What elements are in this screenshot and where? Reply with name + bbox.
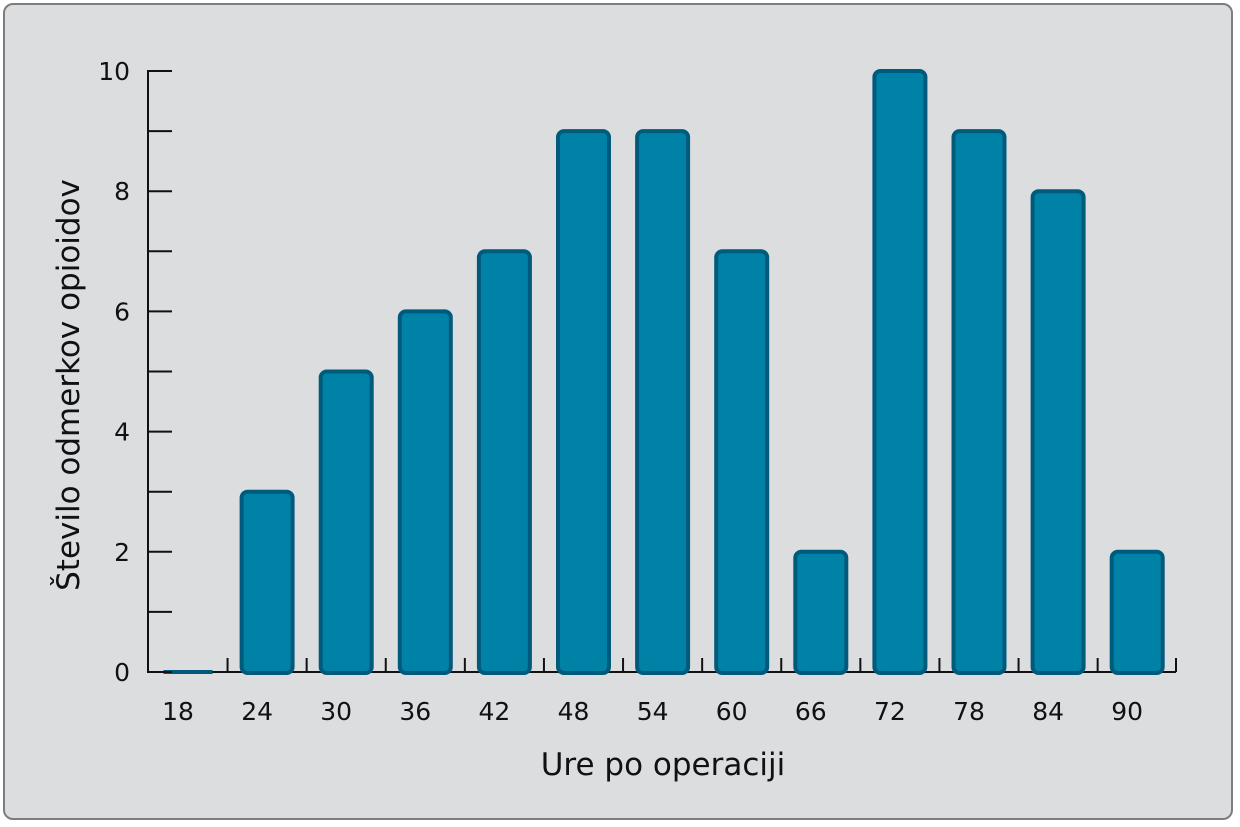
x-tick-label: 48 <box>558 697 590 726</box>
bar-90 <box>1109 549 1165 675</box>
x-axis-title: Ure po operaciji <box>541 747 786 783</box>
bar-66 <box>793 549 849 675</box>
y-tick-label: 6 <box>114 297 130 326</box>
y-tick-label: 8 <box>114 177 130 206</box>
x-tick-label: 54 <box>637 697 669 726</box>
x-tick-label: 42 <box>478 697 510 726</box>
bar-60 <box>714 249 770 676</box>
bars <box>163 69 1165 676</box>
x-ticks: 18 24 30 36 42 48 54 60 66 72 78 84 90 <box>162 658 1177 726</box>
y-axis-title: Število odmerkov opioidov <box>50 179 87 591</box>
bar-48 <box>556 129 611 676</box>
y-tick-label: 2 <box>114 538 130 567</box>
bar-54 <box>635 129 691 676</box>
x-tick-label: 84 <box>1032 697 1064 726</box>
y-tick-label: 10 <box>98 57 130 86</box>
x-tick-label: 24 <box>241 697 273 726</box>
x-tick-label: 60 <box>716 697 748 726</box>
bar-30 <box>318 369 374 675</box>
bar-84 <box>1030 189 1086 675</box>
y-tick-label: 0 <box>114 658 130 687</box>
x-tick-label: 78 <box>953 697 985 726</box>
chart-frame <box>3 3 1233 820</box>
y-tick-label: 4 <box>114 418 130 447</box>
x-tick-label: 72 <box>874 697 906 726</box>
bar-24 <box>239 489 295 676</box>
x-tick-label: 66 <box>795 697 827 726</box>
bar-42 <box>476 249 532 676</box>
x-tick-label: 36 <box>399 697 431 726</box>
x-tick-label: 18 <box>162 697 194 726</box>
bar-72 <box>872 69 928 675</box>
bar-36 <box>397 309 453 675</box>
bar-78 <box>951 129 1007 676</box>
x-tick-label: 30 <box>320 697 352 726</box>
y-ticks: 0 2 4 6 8 10 <box>98 57 172 687</box>
x-tick-label: 90 <box>1111 697 1143 726</box>
